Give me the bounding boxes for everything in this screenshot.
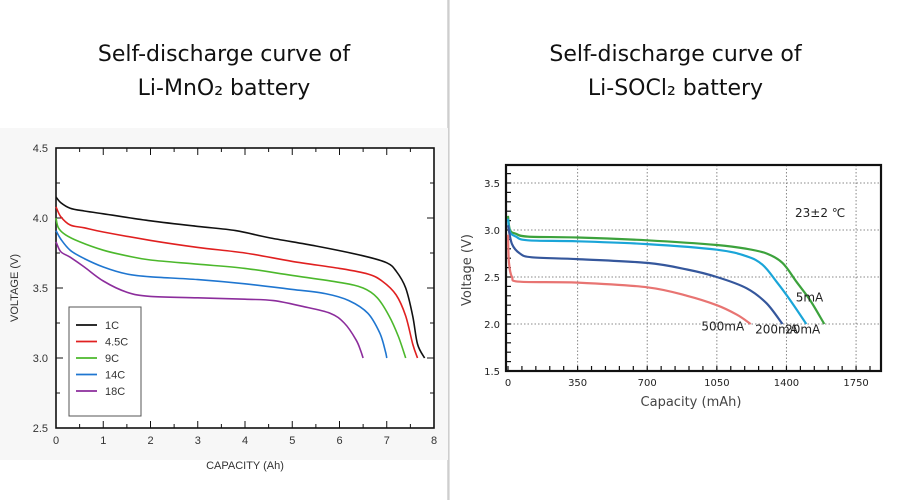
left-x-tick-label: 0 [53, 435, 59, 447]
left-chart-title: Self-discharge curve of Li-MnO₂ battery [0, 38, 448, 106]
right-x-tick-label: 1050 [704, 378, 729, 389]
legend-label-4-5c: 4.5C [105, 337, 128, 349]
right-series-label-200ma: 200mA [755, 322, 799, 336]
right-x-tick-label: 350 [568, 378, 587, 389]
left-y-tick-label: 2.5 [33, 423, 48, 435]
right-series-line-20ma [506, 218, 808, 325]
left-title-line2: Li-MnO₂ battery [137, 76, 311, 101]
right-y-tick-label: 1.5 [484, 367, 500, 378]
left-x-tick-label: 8 [431, 435, 437, 447]
right-x-axis-label: Capacity (mAh) [641, 395, 742, 410]
left-x-tick-label: 4 [242, 435, 248, 447]
left-y-tick-label: 3.0 [33, 353, 48, 365]
legend-label-14c: 14C [105, 370, 125, 382]
legend-label-9c: 9C [105, 353, 119, 365]
right-y-tick-label: 2.0 [484, 320, 500, 331]
left-legend: 1C 4.5C 9C 14C 18C [76, 320, 128, 398]
right-series-line-500ma [506, 234, 752, 325]
left-x-tick-label: 3 [195, 435, 201, 447]
legend-label-18c: 18C [105, 386, 125, 398]
left-y-tick-label: 4.0 [33, 213, 48, 225]
right-title-line1: Self-discharge curve of [549, 42, 802, 67]
left-series-line-4-5c [55, 206, 419, 359]
left-x-tick-label: 1 [100, 435, 106, 447]
left-series-line-14c [55, 230, 388, 359]
left-y-tick-label: 3.5 [33, 283, 48, 295]
right-x-tick-label: 700 [638, 378, 657, 389]
right-title-line2: Li-SOCl₂ battery [587, 76, 764, 101]
left-series-group [55, 196, 426, 359]
left-x-tick-label: 6 [336, 435, 342, 447]
panel-divider [447, 0, 450, 500]
right-y-tick-label: 3.0 [484, 226, 500, 237]
left-title-line1: Self-discharge curve of [97, 42, 351, 67]
right-y-tick-label: 2.5 [484, 273, 500, 284]
right-series-line-200ma [506, 225, 784, 325]
right-x-tick-label: 0 [505, 378, 511, 389]
lisocl2-chart: 0 350 700 1050 1400 1750 1.5 2.0 2.5 3.0 3.5 5mA 20… [460, 163, 883, 410]
limno2-chart: 0 1 2 3 4 5 6 7 82.53.03.54.04.5 1C4.5C9C14C18C … [0, 128, 448, 472]
right-y-tick-label: 3.5 [484, 179, 500, 190]
right-chart-title: Self-discharge curve of Li-SOCl₂ battery [451, 38, 900, 106]
right-panel: Self-discharge curve of Li-SOCl₂ battery… [451, 0, 900, 500]
right-x-tick-label: 1750 [843, 378, 868, 389]
left-series-line-18c [55, 241, 364, 359]
left-x-tick-label: 2 [147, 435, 153, 447]
right-y-axis-label: Voltage (V) [460, 234, 475, 306]
right-axis-ticks: 0 350 700 1050 1400 1750 1.5 2.0 2.5 3.0 3.5 [484, 173, 871, 389]
right-x-tick-label: 1400 [774, 378, 799, 389]
legend-label-1c: 1C [105, 320, 119, 332]
right-series-label-500ma: 500mA [701, 320, 745, 334]
right-series-group [506, 215, 826, 325]
left-panel: Self-discharge curve of Li-MnO₂ battery … [0, 0, 448, 500]
right-grid [510, 165, 881, 371]
left-y-tick-label: 4.5 [33, 143, 48, 155]
left-y-axis-label: VOLTAGE (V) [9, 254, 21, 322]
left-x-tick-label: 7 [384, 435, 390, 447]
right-plot-area [504, 163, 883, 373]
left-series-line-1c [55, 196, 426, 359]
right-series-label-20ma: 20mA [785, 322, 821, 336]
left-x-tick-label: 5 [289, 435, 295, 447]
right-series-label-5ma: 5mA [796, 290, 824, 304]
left-series-line-9c [55, 217, 407, 359]
left-x-axis-label: CAPACITY (Ah) [206, 460, 284, 472]
temperature-annotation: 23±2 ℃ [795, 206, 845, 220]
right-series-line-5ma [506, 215, 826, 325]
left-axis-ticks: 0 1 2 3 4 5 6 7 8 2.5 3.0 3.5 4.0 4.5 [33, 143, 437, 447]
